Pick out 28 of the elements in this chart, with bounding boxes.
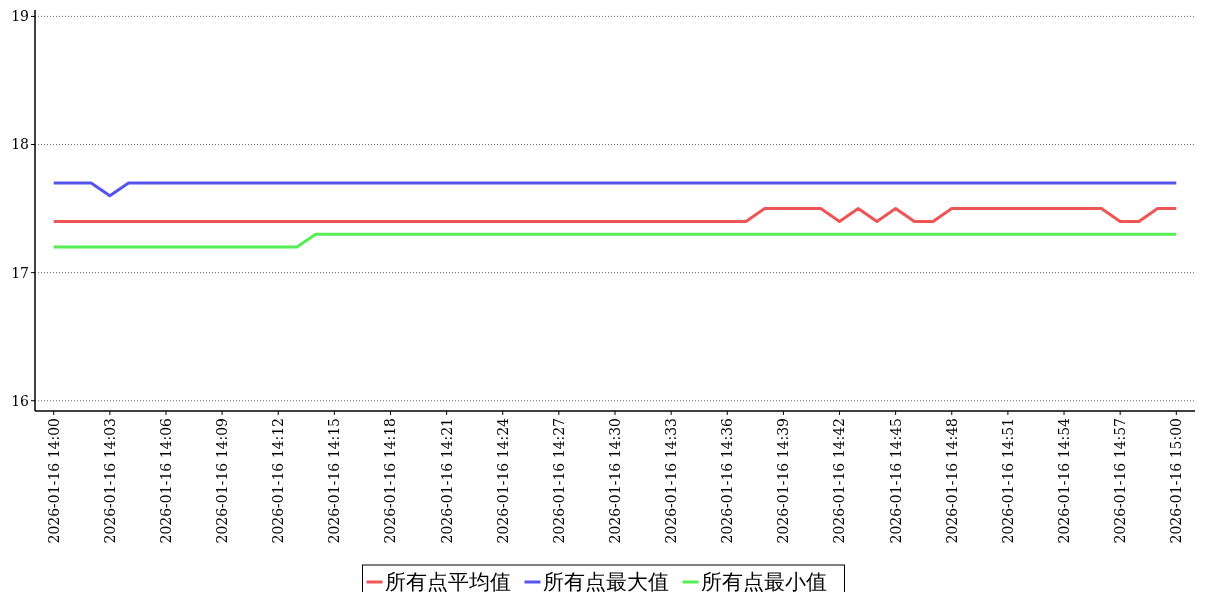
x-tick-label: 2026-01-16 14:30: [606, 418, 623, 544]
x-tick-label: 2026-01-16 14:24: [494, 417, 511, 544]
x-tick-label: 2026-01-16 14:27: [550, 418, 567, 544]
legend-label: 所有点最大值: [542, 570, 669, 595]
x-tick-label: 2026-01-16 14:00: [45, 418, 62, 544]
x-tick-label: 2026-01-16 14:21: [438, 418, 455, 544]
x-tick-label: 2026-01-16 14:42: [831, 418, 848, 544]
x-tick-label: 2026-01-16 14:09: [214, 418, 230, 544]
x-tick-label: 2026-01-16 14:57: [1112, 418, 1129, 544]
y-tick-label: 18: [11, 136, 29, 153]
x-tick-label: 2026-01-16 14:45: [887, 418, 904, 544]
x-tick-label: 2026-01-16 14:06: [157, 417, 174, 544]
x-tick-label: 2026-01-16 14:36: [719, 417, 736, 544]
x-tick-label: 2026-01-16 14:51: [999, 418, 1016, 544]
y-tick-label: 16: [11, 392, 30, 409]
y-tick-label: 19: [11, 8, 29, 25]
legend-label: 所有点平均值: [384, 570, 511, 595]
x-tick-label: 2026-01-16 14:12: [270, 418, 287, 544]
y-tick-label: 17: [11, 264, 29, 281]
x-tick-label: 2026-01-16 14:54: [1055, 417, 1072, 544]
x-tick-label: 2026-01-16 14:33: [663, 418, 680, 544]
x-tick-label: 2026-01-16 14:48: [943, 418, 960, 544]
x-tick-label: 2026-01-16 14:15: [326, 418, 343, 544]
legend-label: 所有点最小值: [700, 570, 827, 595]
x-tick-label: 2026-01-16 15:00: [1168, 418, 1185, 544]
x-tick-label: 2026-01-16 14:03: [101, 418, 118, 544]
x-tick-label: 2026-01-16 14:39: [775, 418, 792, 544]
x-tick-label: 2026-01-16 14:18: [382, 418, 399, 544]
